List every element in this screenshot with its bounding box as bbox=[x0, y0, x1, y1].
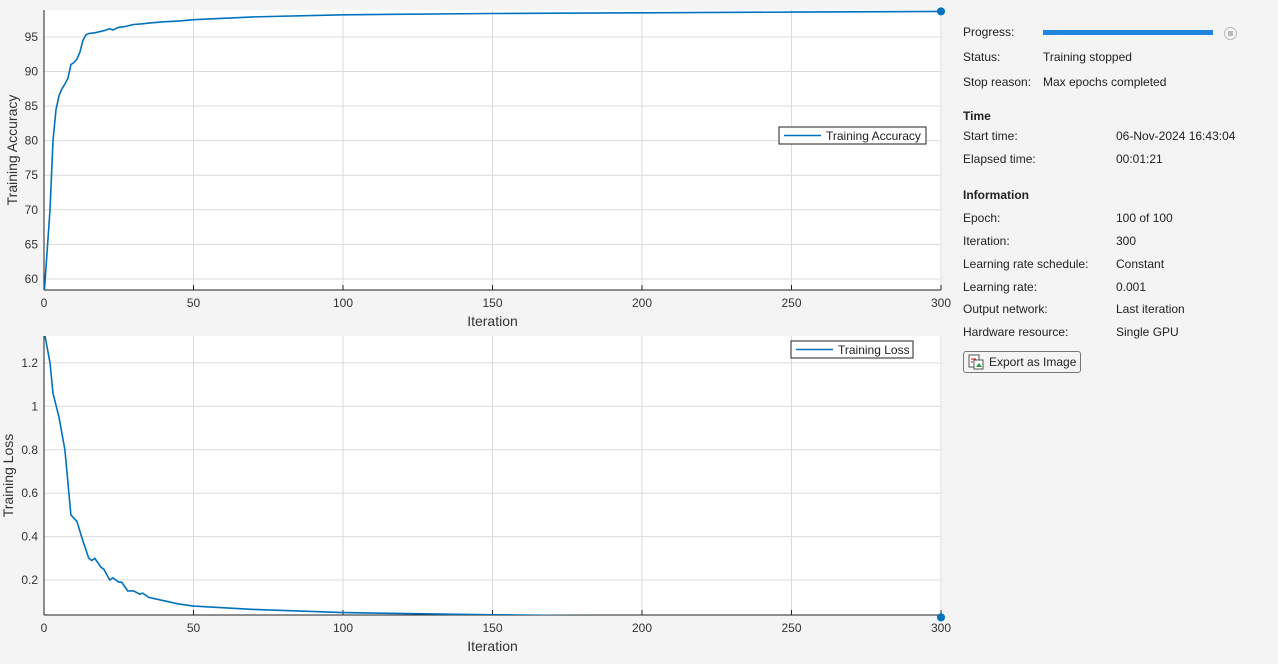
epoch-label: Epoch: bbox=[963, 211, 1001, 225]
iteration-label: Iteration: bbox=[963, 234, 1010, 248]
y-tick-label: 1 bbox=[31, 399, 38, 413]
progress-bar bbox=[1043, 30, 1213, 35]
hw-label: Hardware resource: bbox=[963, 325, 1069, 339]
stop-reason-value: Max epochs completed bbox=[1043, 75, 1167, 89]
x-tick-label: 300 bbox=[931, 296, 951, 310]
series-line bbox=[44, 336, 593, 615]
lr-label: Learning rate: bbox=[963, 280, 1038, 294]
y-tick-label: 0.4 bbox=[21, 530, 38, 544]
y-tick-label: 80 bbox=[25, 134, 39, 148]
legend-label: Training Loss bbox=[838, 343, 910, 357]
y-axis-label: Training Loss bbox=[0, 434, 16, 518]
y-tick-label: 60 bbox=[25, 272, 39, 286]
x-tick-label: 100 bbox=[333, 621, 353, 635]
legend-box bbox=[790, 340, 914, 359]
y-tick-label: 65 bbox=[25, 237, 39, 251]
status-label: Status: bbox=[963, 50, 1001, 64]
x-tick-label: 100 bbox=[333, 296, 353, 310]
lr-schedule-value: Constant bbox=[1116, 257, 1165, 271]
stop-button[interactable] bbox=[1224, 27, 1237, 40]
final-point-marker bbox=[937, 613, 945, 622]
hw-value: Single GPU bbox=[1116, 325, 1179, 339]
y-tick-label: 0.8 bbox=[21, 443, 38, 457]
chart-1: 0.2 0.4 0.6 0.8 1 1.2 0 50 100 150 200 250 300 Iterat… bbox=[0, 336, 951, 654]
x-tick-label: 200 bbox=[632, 621, 652, 635]
stop-reason-label: Stop reason: bbox=[963, 75, 1032, 89]
y-tick-label: 0.2 bbox=[21, 573, 38, 587]
status-value: Training stopped bbox=[1043, 50, 1132, 64]
x-tick-label: 50 bbox=[187, 296, 201, 310]
info-heading: Information bbox=[963, 188, 1029, 202]
elapsed-label: Elapsed time: bbox=[963, 152, 1036, 166]
export-image-icon bbox=[968, 354, 984, 370]
x-tick-label: 200 bbox=[632, 296, 652, 310]
y-tick-label: 70 bbox=[25, 203, 39, 217]
y-tick-label: 75 bbox=[25, 168, 39, 182]
export-label: Export as Image bbox=[989, 355, 1077, 369]
progress-label: Progress: bbox=[963, 25, 1015, 39]
x-tick-label: 250 bbox=[781, 296, 801, 310]
x-tick-label: 150 bbox=[482, 621, 502, 635]
x-axis-label: Iteration bbox=[467, 313, 518, 329]
x-tick-label: 0 bbox=[41, 296, 48, 310]
x-tick-label: 0 bbox=[41, 621, 48, 635]
legend-label: Training Accuracy bbox=[826, 129, 921, 143]
y-tick-label: 90 bbox=[25, 65, 39, 79]
legend-box bbox=[778, 126, 927, 145]
time-heading: Time bbox=[963, 109, 991, 123]
epoch-value: 100 of 100 bbox=[1116, 211, 1173, 225]
chart-0: 60 65 70 75 80 85 90 95 0 50 100 150 200 250 300 Iterat… bbox=[4, 7, 951, 329]
iteration-value: 300 bbox=[1116, 234, 1137, 248]
y-axis-label: Training Accuracy bbox=[4, 95, 20, 206]
output-value: Last iteration bbox=[1116, 302, 1185, 316]
x-axis-label: Iteration bbox=[467, 638, 518, 654]
start-time-value: 06-Nov-2024 16:43:04 bbox=[1116, 129, 1236, 143]
lr-value: 0.001 bbox=[1116, 280, 1147, 294]
lr-schedule-label: Learning rate schedule: bbox=[963, 257, 1089, 271]
y-tick-label: 95 bbox=[25, 30, 39, 44]
x-tick-label: 250 bbox=[781, 621, 801, 635]
elapsed-value: 00:01:21 bbox=[1116, 152, 1163, 166]
final-point-marker bbox=[937, 7, 945, 16]
export-image-button[interactable]: Export as Image bbox=[963, 351, 1082, 373]
y-tick-label: 85 bbox=[25, 99, 39, 113]
y-tick-label: 1.2 bbox=[21, 356, 38, 370]
start-time-label: Start time: bbox=[963, 129, 1018, 143]
series-line bbox=[44, 10, 941, 290]
y-tick-label: 0.6 bbox=[21, 486, 38, 500]
x-tick-label: 150 bbox=[482, 296, 502, 310]
x-tick-label: 50 bbox=[187, 621, 201, 635]
x-tick-label: 300 bbox=[931, 621, 951, 635]
output-label: Output network: bbox=[963, 302, 1048, 316]
